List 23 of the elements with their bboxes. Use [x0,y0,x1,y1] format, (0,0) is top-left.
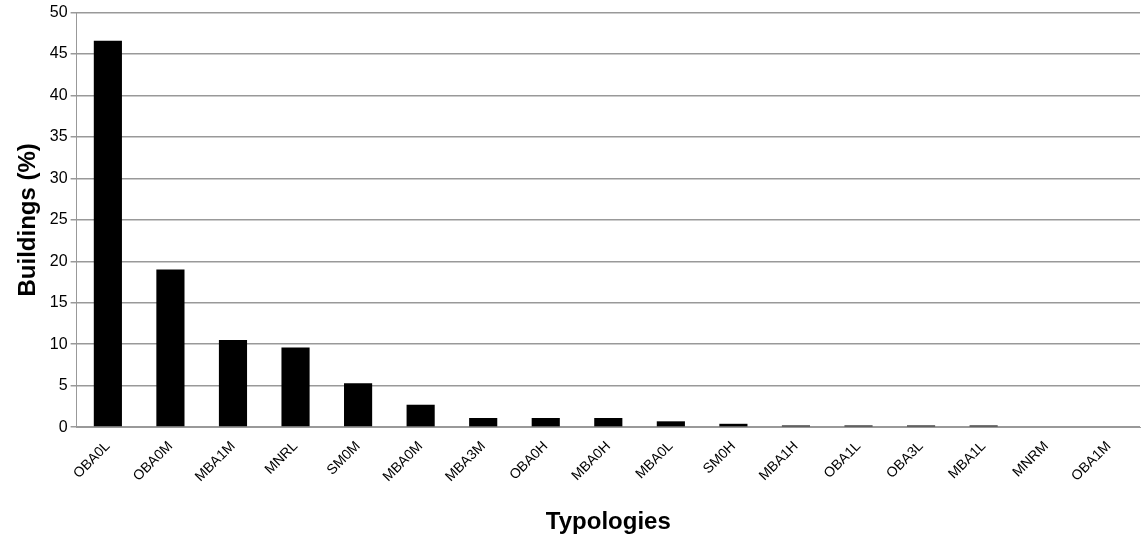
bar [344,383,373,427]
bar [656,421,685,427]
y-tick-label: 0 [58,417,68,435]
y-tick-label: 30 [49,168,68,186]
bar [406,404,435,427]
x-axis-title: Typologies [545,507,671,535]
y-tick-label: 20 [49,251,68,269]
y-tick-label: 25 [49,210,68,228]
y-tick-label: 35 [49,127,68,145]
bar [156,269,185,427]
y-tick-label: 5 [58,376,68,394]
y-tick-label: 45 [49,44,68,62]
y-tick-label: 50 [49,3,68,21]
bar [469,418,498,427]
y-axis-title: Buildings (%) [13,143,41,297]
y-tick-label: 15 [49,293,68,311]
bar [93,40,122,427]
bar [281,347,310,427]
bar [594,418,623,427]
y-tick-label: 40 [49,85,68,103]
y-tick-label: 10 [49,334,68,352]
bar [218,340,248,427]
bar [531,418,560,427]
